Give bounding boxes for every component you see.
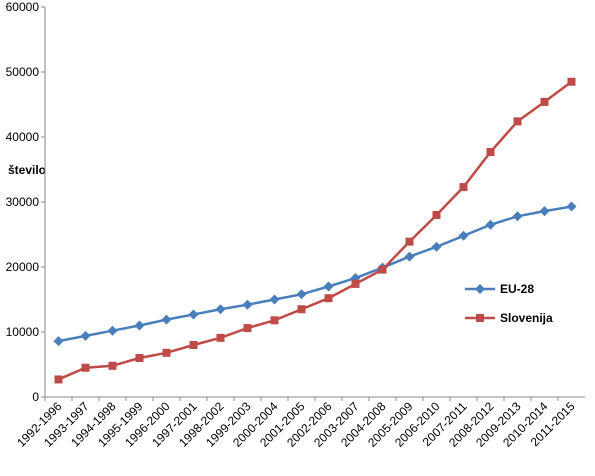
- point: [297, 305, 306, 314]
- point: [323, 281, 334, 292]
- y-tick-label: 10000: [6, 325, 40, 339]
- point: [539, 206, 550, 217]
- point: [189, 341, 198, 349]
- point: [135, 354, 144, 362]
- point: [432, 211, 441, 219]
- point: [567, 77, 576, 86]
- point: [188, 309, 199, 320]
- point: [405, 237, 414, 246]
- point: [512, 211, 523, 222]
- point: [162, 348, 171, 357]
- point: [566, 201, 577, 212]
- point: [53, 336, 64, 347]
- point: [513, 117, 522, 126]
- point: [459, 183, 468, 192]
- point: [351, 279, 360, 288]
- point: [81, 363, 90, 372]
- point: [431, 241, 442, 252]
- point: [134, 320, 145, 331]
- y-tick-label: 60000: [6, 0, 40, 14]
- point: [404, 251, 415, 262]
- point: [296, 289, 307, 300]
- legend-marker: [475, 284, 485, 294]
- point: [243, 324, 252, 333]
- point: [107, 325, 118, 336]
- point: [161, 314, 172, 325]
- point: [458, 230, 469, 241]
- y-axis-label: število: [8, 163, 46, 177]
- point: [108, 361, 117, 370]
- y-tick-label: 30000: [6, 195, 40, 209]
- legend-label: Slovenija: [500, 311, 553, 325]
- series-line: [58, 80, 573, 381]
- y-tick-label: 20000: [6, 260, 40, 274]
- y-tick-label: 40000: [6, 130, 40, 144]
- point: [324, 294, 333, 303]
- point: [270, 316, 279, 325]
- legend-marker: [476, 314, 484, 322]
- y-tick-label: 50000: [6, 65, 40, 79]
- point: [54, 375, 63, 384]
- y-tick-label: 0: [32, 390, 39, 404]
- point: [540, 97, 549, 106]
- point: [485, 219, 496, 230]
- point: [378, 265, 387, 274]
- point: [80, 330, 91, 341]
- point: [269, 294, 280, 305]
- legend-label: EU-28: [500, 282, 534, 296]
- point: [242, 299, 253, 310]
- series-line: [58, 205, 572, 343]
- point: [216, 333, 225, 342]
- point: [215, 304, 226, 315]
- point: [486, 147, 495, 156]
